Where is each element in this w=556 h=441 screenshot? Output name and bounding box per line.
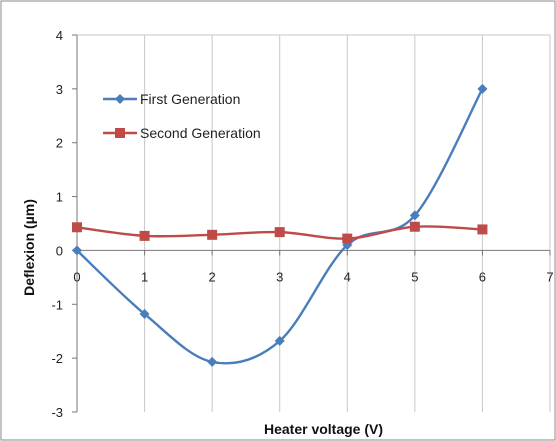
x-tick-label: 5: [411, 269, 418, 284]
y-axis-title: Deflexion (µm): [21, 199, 37, 296]
series-layer: [72, 83, 488, 367]
data-point: [207, 229, 218, 240]
y-tick-label: -2: [51, 351, 63, 366]
data-point: [409, 210, 420, 221]
data-point: [139, 308, 150, 319]
data-point: [342, 233, 353, 244]
axes: -3 -2 -1 0 1 2 3 4 0 1 2 3 4 5 6 7: [51, 28, 553, 420]
legend-label: First Generation: [140, 91, 240, 107]
legend-label: Second Generation: [140, 125, 261, 141]
data-point: [274, 335, 285, 346]
x-tick-label: 6: [479, 269, 486, 284]
legend-marker: [115, 128, 125, 138]
legend-item: Second Generation: [103, 125, 261, 141]
legend-item: First Generation: [103, 91, 240, 107]
x-tick-label: 0: [73, 269, 80, 284]
data-point: [72, 245, 82, 256]
series-2: [72, 221, 488, 244]
x-tick-label: 3: [276, 269, 283, 284]
y-tick-label: 2: [56, 136, 63, 151]
legend-marker: [115, 94, 125, 104]
y-tick-label: -1: [51, 297, 63, 312]
data-point: [207, 356, 218, 367]
data-point: [477, 83, 488, 94]
y-tick-label: 4: [56, 28, 63, 43]
data-point: [274, 227, 285, 238]
x-tick-label: 7: [546, 269, 553, 284]
x-tick-label: 1: [141, 269, 148, 284]
y-tick-label: 3: [56, 82, 63, 97]
y-tick-label: 0: [56, 243, 63, 258]
x-axis-title: Heater voltage (V): [264, 421, 383, 437]
data-point: [409, 221, 420, 232]
y-tick-label: 1: [56, 190, 63, 205]
x-tick-label: 2: [209, 269, 216, 284]
series-1: [72, 83, 488, 367]
data-point: [477, 224, 488, 235]
x-tick-label: 4: [344, 269, 351, 284]
data-point: [139, 230, 150, 241]
legend: First Generation Second Generation: [103, 91, 261, 141]
y-tick-label: -3: [51, 405, 63, 420]
data-point: [72, 222, 82, 233]
